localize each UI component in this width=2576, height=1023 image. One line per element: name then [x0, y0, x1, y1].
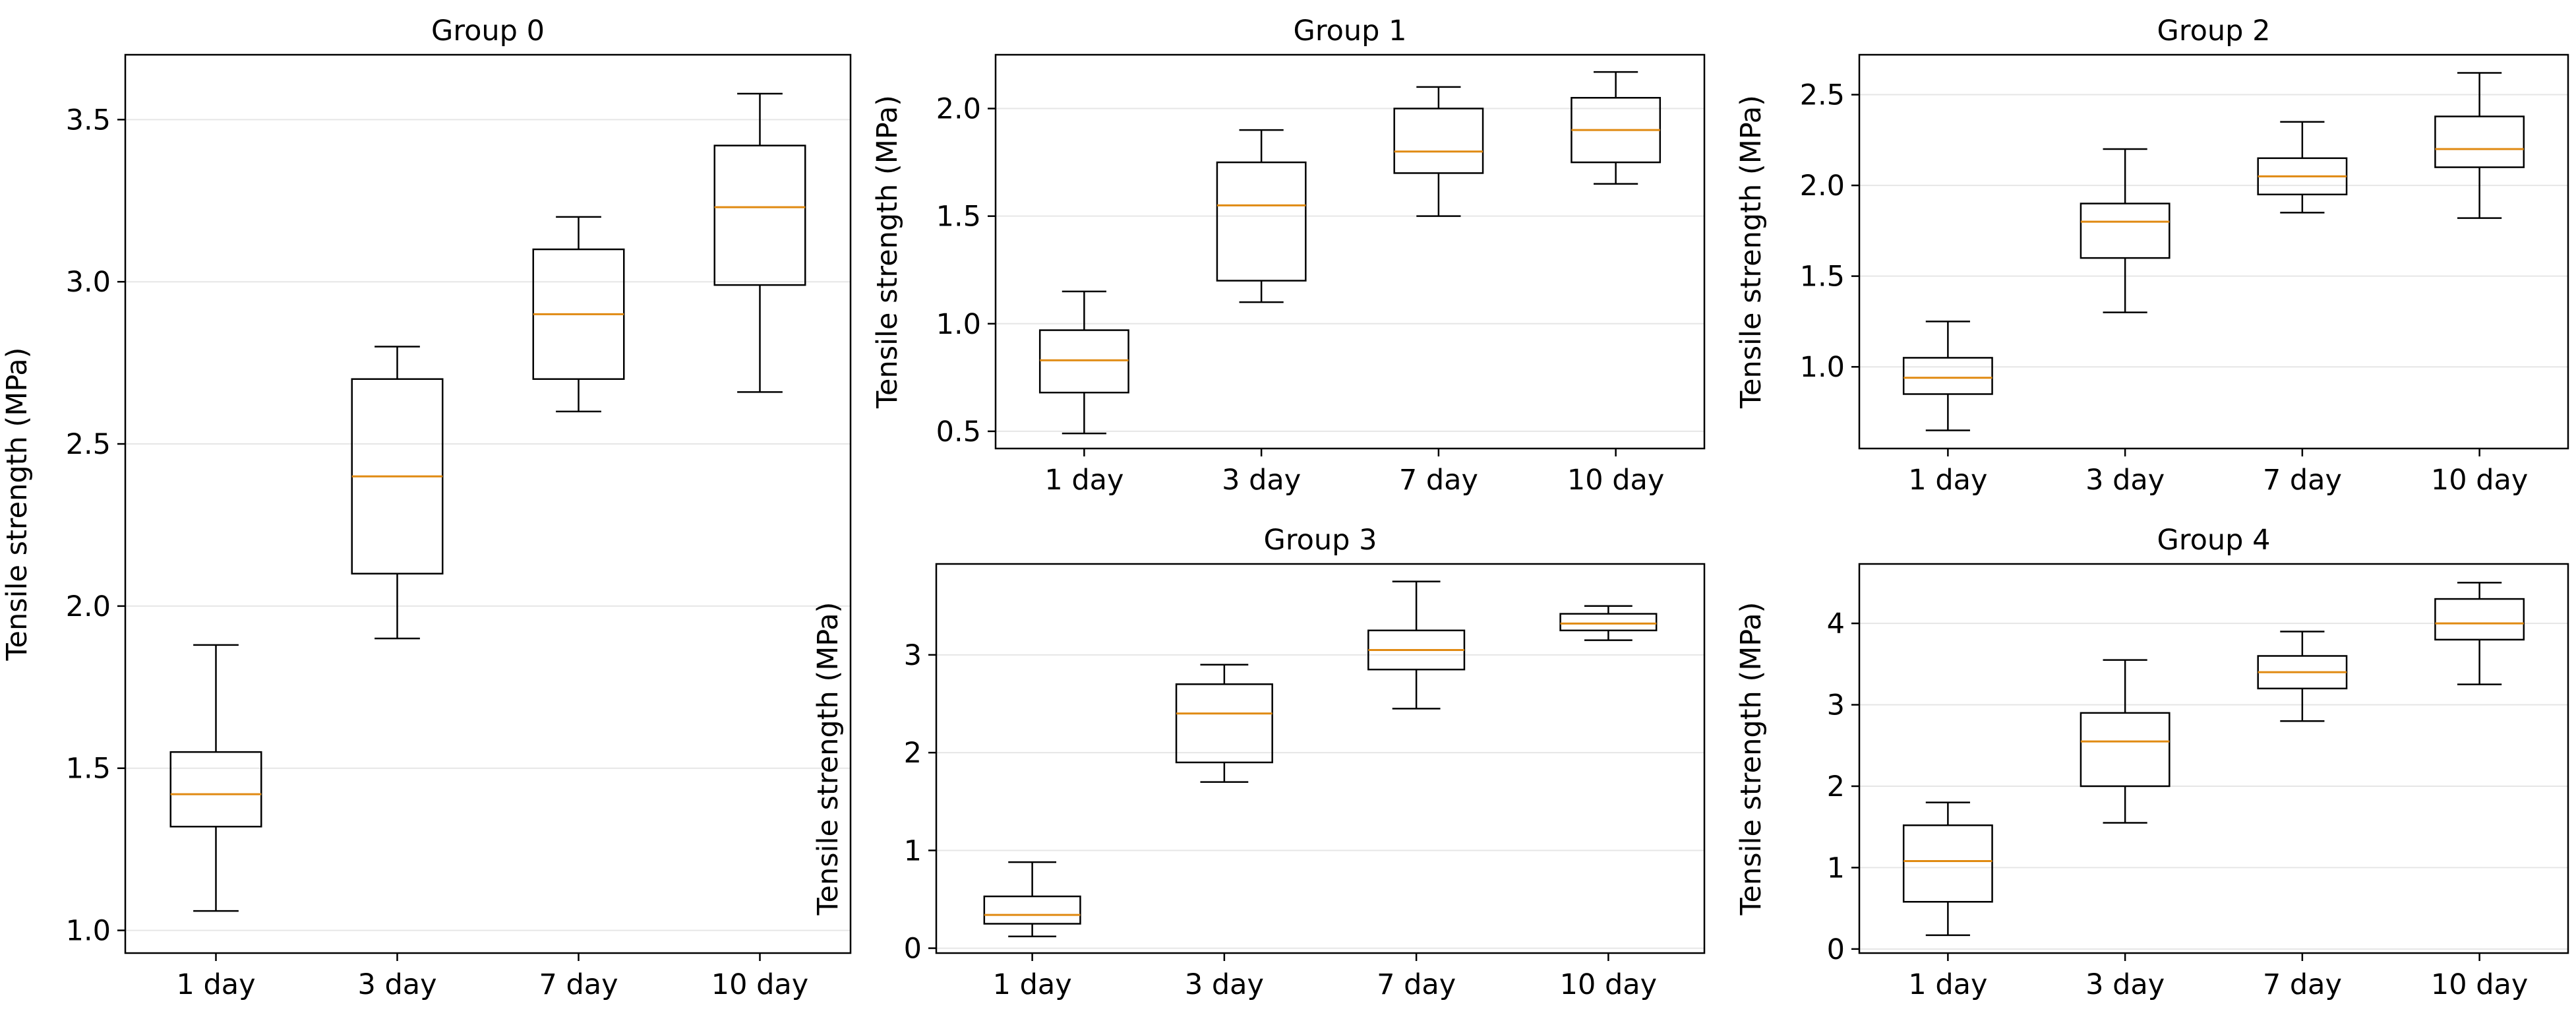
- iqr-box: [1902, 824, 1993, 903]
- iqr-box: [713, 144, 806, 286]
- y-tick-label: 1.5: [66, 753, 111, 786]
- box-7-day: [2257, 631, 2348, 722]
- y-tick-label: 3: [904, 639, 922, 672]
- x-tick-label: 7 day: [2263, 968, 2342, 1001]
- y-axis-label: Tensile strength (MPa): [1735, 602, 1768, 916]
- x-tick-label: 3 day: [357, 968, 436, 1001]
- iqr-box: [2434, 115, 2525, 168]
- box-1-day: [1038, 290, 1129, 435]
- y-tick-label: 3.5: [66, 104, 111, 137]
- y-axis-label: Tensile strength (MPa): [812, 602, 845, 916]
- y-tick-label: 1.0: [1800, 351, 1845, 384]
- subplot-title: Group 0: [431, 15, 545, 47]
- box-3-day: [2080, 659, 2171, 824]
- iqr-box: [983, 895, 1081, 925]
- iqr-box: [2080, 712, 2171, 788]
- box-3-day: [1216, 129, 1307, 303]
- y-tick-label: 3: [1827, 689, 1845, 722]
- x-tick-label: 10 day: [711, 968, 808, 1001]
- y-tick-label: 2.5: [1800, 79, 1845, 112]
- y-tick-label: 0.5: [936, 416, 981, 449]
- box-3-day: [351, 346, 444, 640]
- x-tick-label: 3 day: [2085, 968, 2165, 1001]
- x-tick-label: 1 day: [176, 968, 255, 1001]
- subplot-title: Group 2: [2157, 15, 2271, 47]
- box-10-day: [1559, 605, 1658, 641]
- y-axis-label: Tensile strength (MPa): [1, 348, 34, 662]
- iqr-box: [2434, 598, 2525, 641]
- x-tick-label: 10 day: [1567, 464, 1664, 497]
- y-tick-label: 1.0: [66, 915, 111, 948]
- box-10-day: [2434, 582, 2525, 685]
- y-tick-label: 1.5: [1800, 261, 1845, 294]
- y-tick-label: 0: [904, 933, 922, 966]
- y-tick-label: 2.0: [936, 93, 981, 126]
- iqr-box: [1559, 613, 1658, 632]
- x-tick-label: 7 day: [539, 968, 618, 1001]
- x-tick-label: 10 day: [2431, 968, 2528, 1001]
- iqr-box: [1038, 329, 1129, 394]
- x-tick-label: 7 day: [2263, 464, 2342, 497]
- y-tick-label: 2: [904, 737, 922, 770]
- y-tick-label: 2.5: [66, 428, 111, 461]
- y-axis-label: Tensile strength (MPa): [871, 95, 904, 409]
- x-tick-label: 10 day: [2431, 464, 2528, 497]
- iqr-box: [169, 751, 262, 828]
- box-7-day: [532, 216, 625, 413]
- box-3-day: [1175, 664, 1273, 783]
- box-7-day: [1393, 86, 1484, 217]
- x-tick-label: 7 day: [1377, 968, 1456, 1001]
- subplot-group-4: 0 1 2 3 4 1 day 3 day 7 day 10 day Group 4 Tensile…: [1735, 524, 2569, 1001]
- box-10-day: [713, 92, 806, 393]
- y-tick-label: 2.0: [1800, 170, 1845, 202]
- y-tick-label: 2.0: [66, 590, 111, 623]
- y-tick-label: 4: [1827, 607, 1845, 640]
- axes-frame: [994, 53, 1706, 450]
- axes-frame: [124, 53, 852, 954]
- subplot-title: Group 3: [1264, 524, 1377, 557]
- axes-frame: [1858, 563, 2569, 954]
- x-tick-label: 10 day: [1560, 968, 1657, 1001]
- axes-frame: [935, 563, 1706, 954]
- iqr-box: [1902, 357, 1993, 395]
- box-7-day: [1367, 580, 1466, 710]
- box-7-day: [2257, 121, 2348, 214]
- x-tick-label: 3 day: [2085, 464, 2165, 497]
- box-1-day: [1902, 321, 1993, 431]
- iqr-box: [1393, 108, 1484, 174]
- x-tick-label: 1 day: [1908, 464, 1987, 497]
- x-tick-label: 1 day: [993, 968, 1072, 1001]
- iqr-box: [2080, 202, 2171, 259]
- x-tick-label: 1 day: [1908, 968, 1987, 1001]
- y-tick-label: 2: [1827, 770, 1845, 803]
- x-tick-label: 3 day: [1185, 968, 1264, 1001]
- axes-frame: [1858, 53, 2569, 450]
- box-10-day: [2434, 72, 2525, 219]
- y-axis-label: Tensile strength (MPa): [1735, 95, 1768, 409]
- subplot-title: Group 4: [2157, 524, 2271, 557]
- y-tick-label: 0: [1827, 933, 1845, 966]
- subplot-group-3: 0 1 2 3 1 day 3 day 7 day 10 day Group 3 Tensile …: [812, 524, 1706, 1001]
- subplot-group-0: 1.0 1.5 2.0 2.5 3.0 3.5 1 day 3 day 7 day 10 day G…: [1, 15, 852, 1001]
- y-tick-label: 1: [904, 834, 922, 867]
- box-10-day: [1571, 71, 1662, 185]
- y-tick-label: 1: [1827, 852, 1845, 884]
- box-3-day: [2080, 148, 2171, 313]
- subplot-group-2: 1.0 1.5 2.0 2.5 1 day 3 day 7 day 10 day Group 2…: [1735, 15, 2569, 497]
- box-1-day: [983, 861, 1081, 938]
- box-1-day: [169, 644, 262, 912]
- x-tick-label: 7 day: [1399, 464, 1478, 497]
- x-tick-label: 3 day: [1222, 464, 1301, 497]
- iqr-box: [1216, 161, 1307, 282]
- subplot-title: Group 1: [1294, 15, 1407, 47]
- y-tick-label: 3.0: [66, 266, 111, 299]
- x-tick-label: 1 day: [1044, 464, 1123, 497]
- subplot-group-1: 0.5 1.0 1.5 2.0 1 day 3 day 7 day 10 day Group 1…: [871, 15, 1706, 497]
- y-tick-label: 1.0: [936, 308, 981, 341]
- y-tick-label: 1.5: [936, 201, 981, 233]
- iqr-box: [1175, 683, 1273, 764]
- box-1-day: [1902, 801, 1993, 937]
